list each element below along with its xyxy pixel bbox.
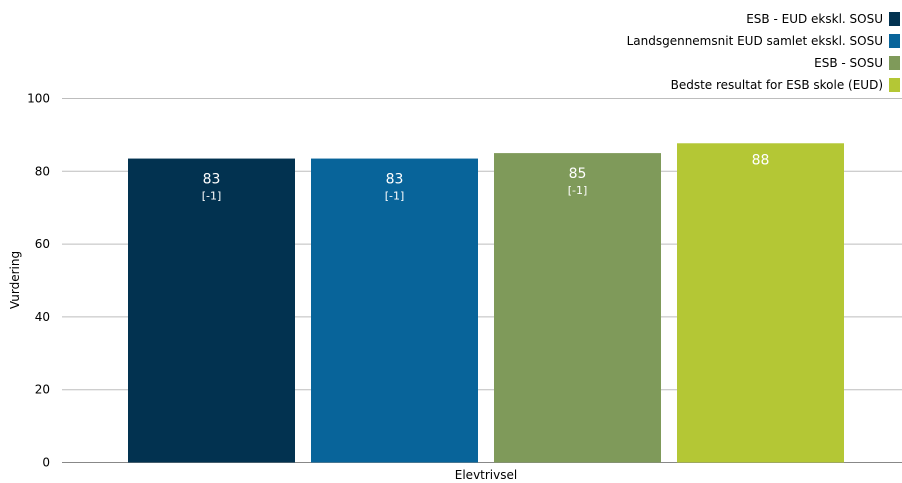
bar-value-label: 85: [569, 166, 587, 182]
bar[interactable]: [311, 158, 478, 463]
y-tick-label: 100: [27, 92, 50, 106]
legend-label: ESB - SOSU: [814, 56, 883, 70]
legend-label: Bedste resultat for ESB skole (EUD): [670, 78, 883, 92]
bar-value-label: 83: [203, 172, 221, 188]
y-tick-label: 60: [35, 237, 50, 251]
bar-value-label: 88: [752, 152, 770, 168]
bar[interactable]: [494, 153, 661, 463]
y-tick-label: 80: [35, 164, 50, 178]
bars: [128, 143, 844, 463]
y-tick-label: 0: [42, 456, 50, 470]
legend-label: Landsgennemsnit EUD samlet ekskl. SOSU: [626, 34, 883, 48]
legend-item-esb-sosu[interactable]: ESB - SOSU: [814, 52, 900, 74]
legend-swatch: [889, 34, 900, 48]
y-tick-label: 20: [35, 383, 50, 397]
bar[interactable]: [677, 143, 844, 463]
legend-item-landsgennemsnit[interactable]: Landsgennemsnit EUD samlet ekskl. SOSU: [627, 30, 900, 52]
legend-label: ESB - EUD ekskl. SOSU: [746, 12, 883, 26]
data-labels: 83 [-1] 83 [-1] 85 [-1] 88: [202, 152, 770, 202]
x-axis-category-label: Elevtrivsel: [455, 468, 517, 482]
bar-value-label: 83: [386, 172, 404, 188]
y-tick-label: 40: [35, 310, 50, 324]
legend-item-esb-eud[interactable]: ESB - EUD ekskl. SOSU: [746, 8, 900, 30]
legend-swatch: [889, 56, 900, 70]
y-axis-label: Vurdering: [8, 251, 22, 309]
legend-swatch: [889, 12, 900, 26]
bar-change-label: [-1]: [568, 184, 588, 197]
legend-swatch: [889, 78, 900, 92]
bar-change-label: [-1]: [385, 190, 405, 203]
legend-item-bedste-resultat[interactable]: Bedste resultat for ESB skole (EUD): [671, 74, 900, 96]
y-axis-ticks: 0 20 40 60 80 100: [27, 92, 50, 470]
bar-change-label: [-1]: [202, 190, 222, 203]
bar[interactable]: [128, 158, 295, 463]
